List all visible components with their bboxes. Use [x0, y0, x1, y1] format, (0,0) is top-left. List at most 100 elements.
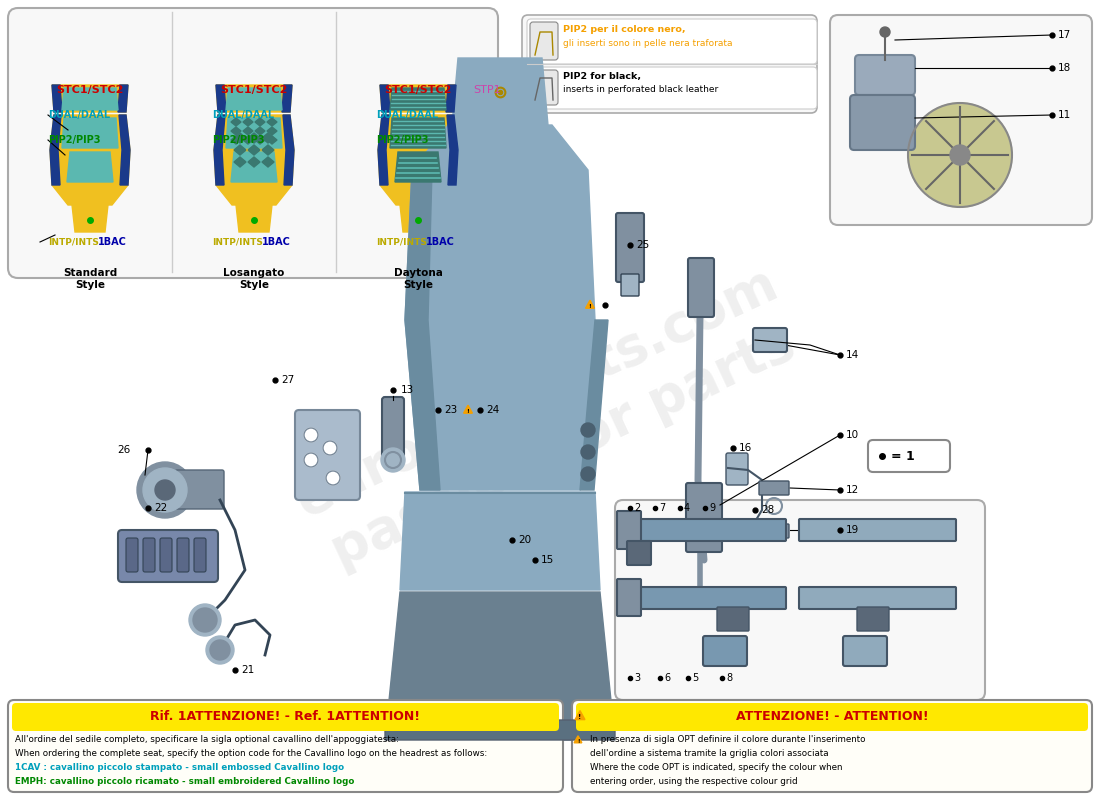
FancyBboxPatch shape [527, 67, 817, 109]
Text: !: ! [576, 738, 580, 743]
FancyBboxPatch shape [717, 607, 749, 631]
Circle shape [210, 640, 230, 660]
Polygon shape [52, 85, 62, 112]
Polygon shape [463, 405, 472, 413]
Text: DUAL/DAAL: DUAL/DAAL [212, 110, 274, 120]
Polygon shape [379, 85, 390, 112]
FancyBboxPatch shape [572, 700, 1092, 792]
Polygon shape [447, 115, 458, 185]
Polygon shape [395, 152, 441, 182]
Text: = 1: = 1 [891, 450, 915, 462]
FancyBboxPatch shape [530, 22, 558, 60]
FancyBboxPatch shape [175, 470, 224, 509]
Text: PIP2 per il colore nero,: PIP2 per il colore nero, [563, 26, 685, 34]
Text: EMPH: cavallino piccolo ricamato - small embroidered Cavallino logo: EMPH: cavallino piccolo ricamato - small… [15, 778, 354, 786]
Polygon shape [236, 205, 272, 232]
Text: ATTENZIONE! - ATTENTION!: ATTENZIONE! - ATTENTION! [736, 710, 928, 723]
Text: 20: 20 [518, 535, 531, 545]
Polygon shape [283, 115, 294, 185]
Polygon shape [50, 115, 130, 205]
Polygon shape [216, 85, 292, 112]
Text: 23: 23 [444, 405, 458, 415]
Text: DUAL/DAAL: DUAL/DAAL [376, 110, 438, 120]
FancyBboxPatch shape [530, 70, 558, 105]
Polygon shape [262, 145, 274, 155]
Circle shape [581, 445, 595, 459]
Polygon shape [248, 145, 260, 155]
FancyBboxPatch shape [160, 538, 172, 572]
Polygon shape [226, 118, 282, 148]
Polygon shape [378, 115, 389, 185]
Text: 1BAC: 1BAC [98, 237, 126, 247]
Polygon shape [243, 136, 253, 144]
Circle shape [189, 604, 221, 636]
Text: 26: 26 [117, 445, 130, 455]
Polygon shape [575, 710, 585, 720]
FancyBboxPatch shape [850, 95, 915, 150]
Circle shape [304, 428, 318, 442]
Text: 27: 27 [280, 375, 295, 385]
Polygon shape [243, 118, 253, 126]
Circle shape [950, 145, 970, 165]
Circle shape [304, 453, 318, 467]
Circle shape [138, 462, 192, 518]
FancyBboxPatch shape [8, 8, 498, 278]
Text: 11: 11 [1058, 110, 1071, 120]
FancyBboxPatch shape [703, 636, 747, 666]
Polygon shape [243, 127, 253, 135]
FancyBboxPatch shape [522, 15, 817, 113]
FancyBboxPatch shape [799, 519, 956, 541]
Text: 18: 18 [1058, 63, 1071, 73]
Text: 1BAC: 1BAC [426, 237, 455, 247]
Text: 6: 6 [664, 673, 670, 683]
Text: In presenza di sigla OPT definire il colore durante l'inserimento: In presenza di sigla OPT definire il col… [590, 735, 866, 745]
FancyBboxPatch shape [688, 258, 714, 317]
Polygon shape [234, 133, 246, 143]
Circle shape [326, 471, 340, 485]
Text: Daytona
Style: Daytona Style [394, 268, 442, 290]
Polygon shape [262, 133, 274, 143]
Polygon shape [234, 145, 246, 155]
Polygon shape [255, 118, 265, 126]
Circle shape [323, 441, 337, 455]
FancyBboxPatch shape [759, 524, 789, 538]
Polygon shape [405, 170, 440, 490]
Text: 25: 25 [636, 240, 649, 250]
FancyBboxPatch shape [615, 500, 984, 700]
FancyBboxPatch shape [857, 607, 889, 631]
Circle shape [381, 448, 405, 472]
Text: PIP2/PIP3: PIP2/PIP3 [376, 135, 429, 145]
Polygon shape [214, 115, 294, 205]
Circle shape [155, 480, 175, 500]
Polygon shape [390, 88, 446, 110]
Text: 21: 21 [241, 665, 254, 675]
Text: STC1/STC2: STC1/STC2 [384, 85, 452, 95]
Polygon shape [400, 205, 436, 232]
Text: inserts in perforated black leather: inserts in perforated black leather [563, 85, 718, 94]
FancyBboxPatch shape [759, 481, 789, 495]
Circle shape [206, 636, 234, 664]
Text: !: ! [466, 409, 470, 414]
Text: STC1/STC2: STC1/STC2 [220, 85, 288, 95]
Circle shape [908, 103, 1012, 207]
Text: DUAL/DAAL: DUAL/DAAL [48, 110, 110, 120]
FancyBboxPatch shape [576, 703, 1088, 731]
FancyBboxPatch shape [726, 453, 748, 485]
Text: 19: 19 [846, 525, 859, 535]
Polygon shape [400, 492, 600, 590]
Polygon shape [452, 58, 548, 125]
Polygon shape [379, 85, 456, 112]
Polygon shape [267, 127, 277, 135]
Polygon shape [378, 115, 458, 205]
Text: 5: 5 [692, 673, 698, 683]
Text: 4: 4 [684, 503, 690, 513]
Text: 28: 28 [761, 505, 774, 515]
Circle shape [192, 608, 217, 632]
Text: eurocarparts.com
passion for parts: eurocarparts.com passion for parts [288, 258, 812, 582]
FancyBboxPatch shape [855, 55, 915, 95]
Text: 7: 7 [659, 503, 666, 513]
Text: dell'ordine a sistema tramite la griglia colori associata: dell'ordine a sistema tramite la griglia… [590, 750, 828, 758]
FancyBboxPatch shape [616, 213, 644, 282]
Text: 16: 16 [739, 443, 752, 453]
Polygon shape [580, 320, 608, 490]
